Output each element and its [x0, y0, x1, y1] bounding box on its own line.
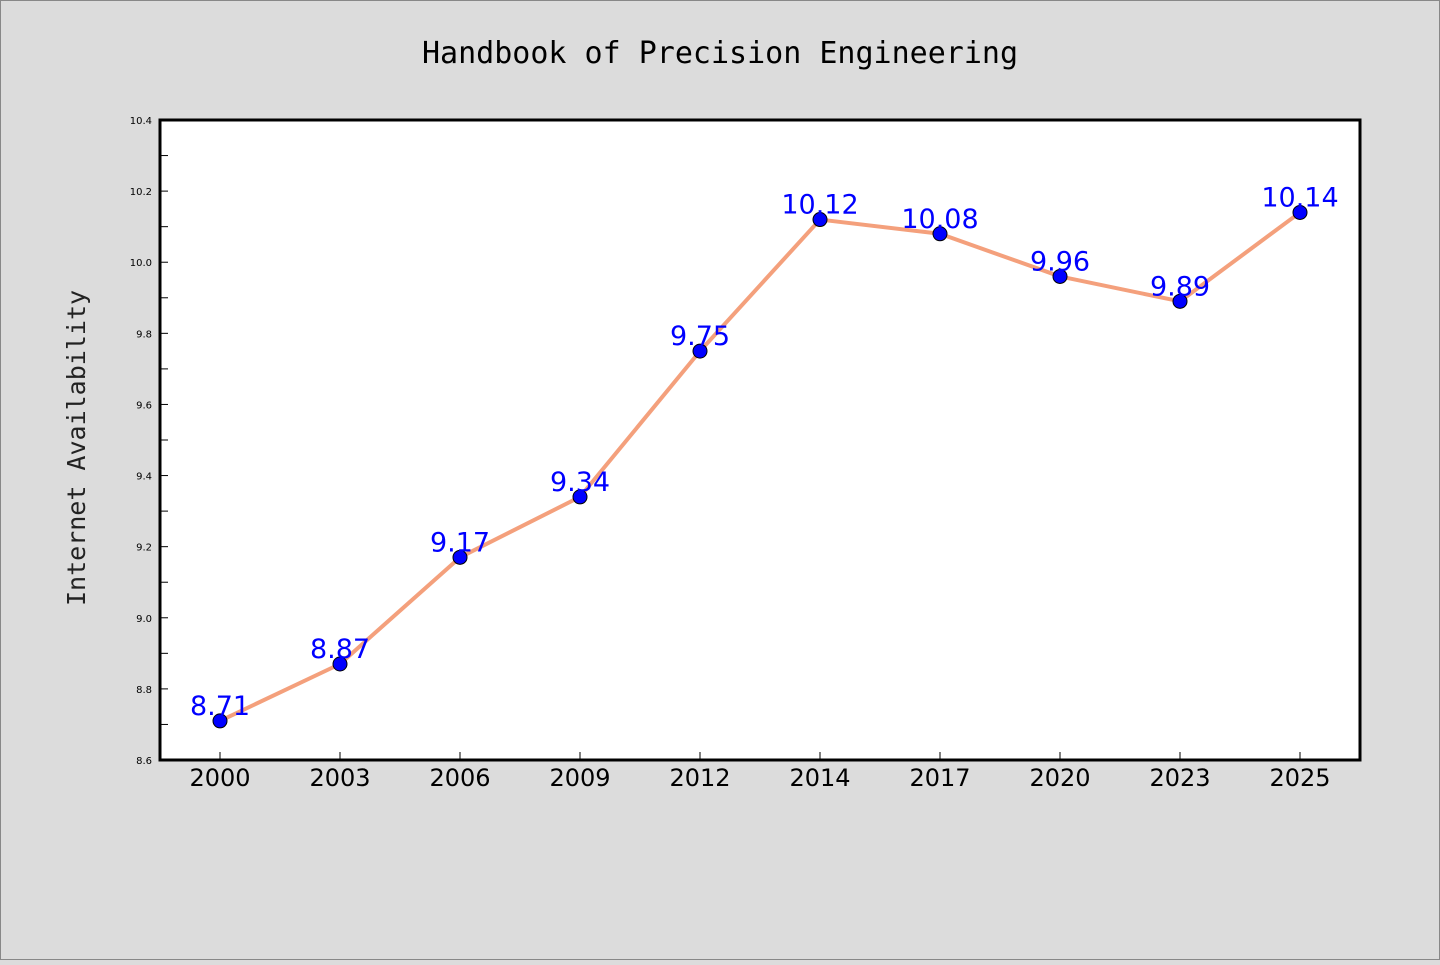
x-tick-label: 2014	[789, 764, 850, 792]
data-point-marker	[932, 226, 948, 242]
y-tick-label: 9.6	[136, 400, 152, 411]
data-label: 9.34	[550, 467, 610, 498]
data-label: 10.12	[781, 190, 858, 221]
data-point-marker	[692, 343, 708, 359]
y-tick-label: 9.2	[136, 543, 152, 554]
data-point-marker	[212, 713, 228, 729]
y-tick-label: 9.8	[136, 329, 152, 340]
x-tick-label: 2012	[669, 764, 730, 792]
data-label: 10.08	[901, 204, 978, 235]
data-label: 9.17	[430, 527, 490, 558]
x-tick-label: 2023	[1149, 764, 1210, 792]
x-axis: 2000 2003 2006 2009 2012 2014 2017 2020 2023 2025	[189, 752, 1331, 792]
y-tick-label: 8.8	[136, 685, 152, 696]
data-point-marker	[1172, 293, 1188, 309]
y-tick-label: 9.0	[136, 614, 152, 625]
x-tick-label: 2020	[1029, 764, 1090, 792]
x-tick-label: 2025	[1269, 764, 1330, 792]
data-point-marker	[1052, 268, 1068, 284]
data-label: 10.14	[1261, 182, 1338, 213]
y-axis-title: Internet Availability	[62, 290, 91, 606]
x-tick-label: 2006	[429, 764, 490, 792]
data-label: 9.96	[1030, 246, 1090, 277]
data-label: 9.75	[670, 321, 730, 352]
x-tick-label: 2009	[549, 764, 610, 792]
data-point-marker	[1292, 204, 1308, 220]
plot-area	[160, 120, 1360, 760]
y-tick-label: 10.0	[130, 258, 152, 269]
data-labels: 8.71 8.87 9.17 9.34 9.75 10.12 10.08 9.96 9.89 10…	[190, 182, 1339, 721]
x-tick-label: 2017	[909, 764, 970, 792]
data-point-marker	[812, 212, 828, 228]
y-tick-label: 8.6	[136, 756, 152, 767]
plot-frame	[158, 118, 1362, 762]
data-label: 8.71	[190, 691, 250, 722]
y-tick-label: 9.4	[136, 472, 152, 483]
series-internet-availability	[212, 204, 1308, 729]
data-point-marker	[332, 656, 348, 672]
data-point-marker	[572, 489, 588, 505]
y-tick-label: 10.2	[130, 187, 152, 198]
data-point-marker	[452, 549, 468, 565]
series-line	[218, 210, 1302, 723]
y-tick-label: 10.4	[130, 116, 152, 127]
data-label: 8.87	[310, 634, 370, 665]
x-tick-label: 2000	[189, 764, 250, 792]
x-tick-label: 2003	[309, 764, 370, 792]
chart-title: Handbook of Precision Engineering	[422, 36, 1018, 71]
data-label: 9.89	[1150, 271, 1210, 302]
